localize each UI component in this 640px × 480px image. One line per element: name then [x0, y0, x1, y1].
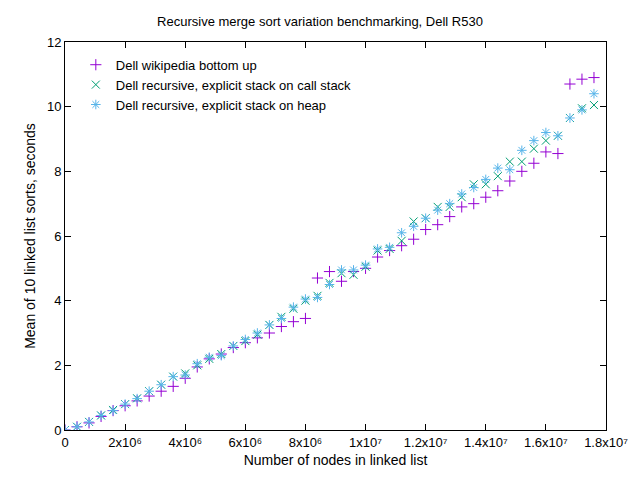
svg-text:6: 6 — [54, 229, 61, 244]
svg-text:Recursive merge sort variation: Recursive merge sort variation benchmark… — [157, 14, 483, 29]
svg-text:1x10⁷: 1x10⁷ — [349, 435, 382, 450]
svg-text:Number of nodes in linked list: Number of nodes in linked list — [244, 452, 428, 468]
svg-text:Dell wikipedia bottom up: Dell wikipedia bottom up — [116, 58, 257, 73]
svg-text:4x10⁶: 4x10⁶ — [168, 435, 202, 450]
svg-text:0: 0 — [61, 435, 68, 450]
svg-text:1.2x10⁷: 1.2x10⁷ — [404, 435, 448, 450]
svg-text:8: 8 — [54, 164, 61, 179]
svg-text:1.4x10⁷: 1.4x10⁷ — [464, 435, 508, 450]
svg-text:1.6x10⁷: 1.6x10⁷ — [524, 435, 568, 450]
svg-text:4: 4 — [54, 293, 61, 308]
svg-text:Dell recursive, explicit stack: Dell recursive, explicit stack on heap — [116, 98, 326, 113]
svg-text:2: 2 — [54, 358, 61, 373]
svg-text:12: 12 — [47, 35, 61, 50]
svg-text:10: 10 — [47, 99, 61, 114]
svg-text:1.8x10⁷: 1.8x10⁷ — [584, 435, 628, 450]
svg-text:0: 0 — [54, 423, 61, 438]
svg-text:2x10⁶: 2x10⁶ — [108, 435, 142, 450]
svg-text:Mean of 10 linked list sorts,: Mean of 10 linked list sorts, seconds — [22, 123, 38, 349]
svg-text:Dell recursive, explicit stack: Dell recursive, explicit stack on call s… — [116, 78, 351, 93]
svg-text:8x10⁶: 8x10⁶ — [289, 435, 323, 450]
svg-text:6x10⁶: 6x10⁶ — [229, 435, 263, 450]
